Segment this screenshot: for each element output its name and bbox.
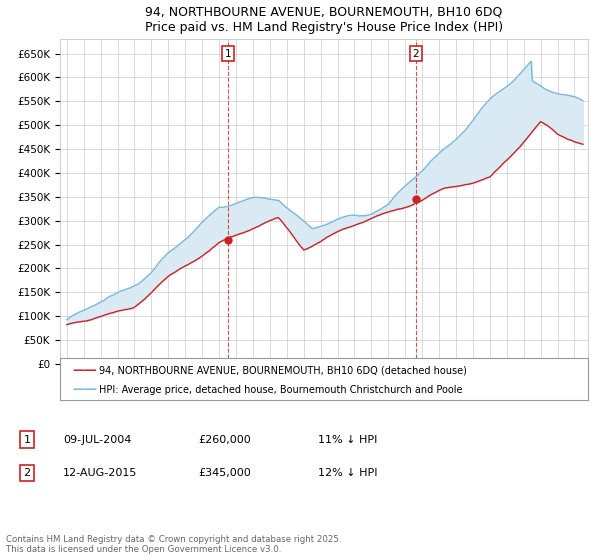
Text: Contains HM Land Registry data © Crown copyright and database right 2025.
This d: Contains HM Land Registry data © Crown c… [6, 535, 341, 554]
Title: 94, NORTHBOURNE AVENUE, BOURNEMOUTH, BH10 6DQ
Price paid vs. HM Land Registry's : 94, NORTHBOURNE AVENUE, BOURNEMOUTH, BH1… [145, 6, 503, 34]
Text: 12% ↓ HPI: 12% ↓ HPI [318, 468, 377, 478]
Text: ——: —— [72, 384, 97, 396]
Text: £345,000: £345,000 [198, 468, 251, 478]
Text: 09-JUL-2004: 09-JUL-2004 [63, 435, 131, 445]
Text: 1: 1 [225, 49, 232, 59]
Text: 1: 1 [23, 435, 31, 445]
Text: 2: 2 [23, 468, 31, 478]
Text: 11% ↓ HPI: 11% ↓ HPI [318, 435, 377, 445]
Text: HPI: Average price, detached house, Bournemouth Christchurch and Poole: HPI: Average price, detached house, Bour… [99, 385, 463, 395]
Text: 12-AUG-2015: 12-AUG-2015 [63, 468, 137, 478]
Text: £260,000: £260,000 [198, 435, 251, 445]
Text: 2: 2 [412, 49, 419, 59]
Text: ——: —— [72, 363, 97, 377]
Text: 94, NORTHBOURNE AVENUE, BOURNEMOUTH, BH10 6DQ (detached house): 94, NORTHBOURNE AVENUE, BOURNEMOUTH, BH1… [99, 365, 467, 375]
